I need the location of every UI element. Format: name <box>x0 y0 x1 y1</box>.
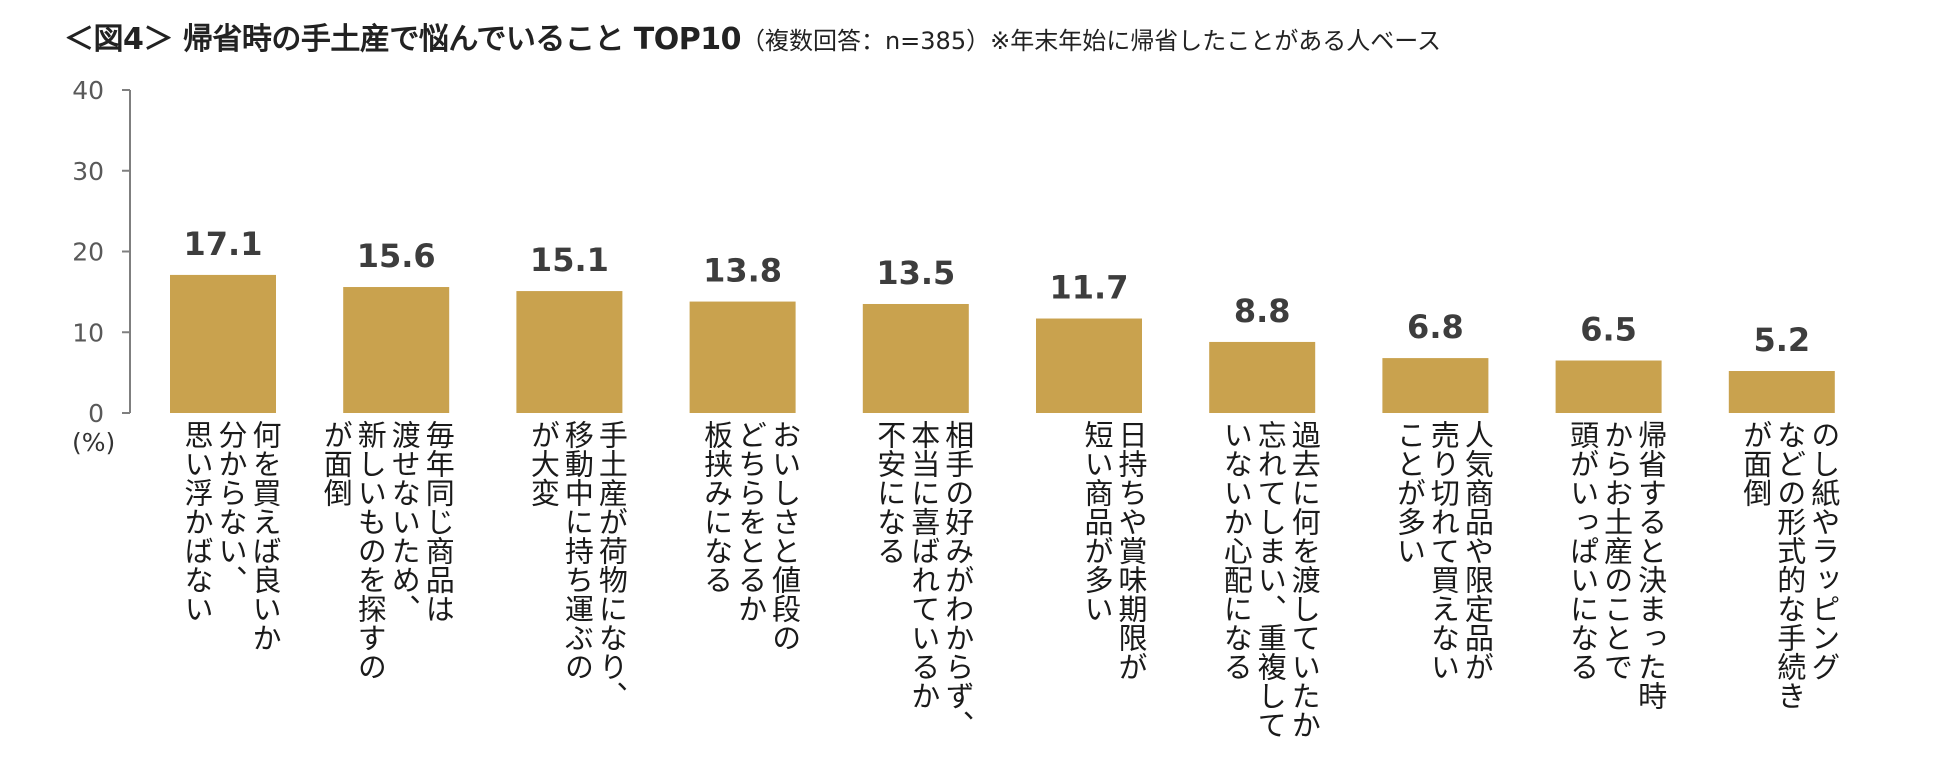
bar <box>170 274 276 413</box>
category-label: 毎年同じ商品は 渡せないため、 新しいものを探すの が面倒 <box>319 420 456 681</box>
bar-value-label: 6.8 <box>1407 308 1464 346</box>
chart-title-main: ＜図4＞ 帰省時の手土産で悩んでいること TOP10 <box>64 22 741 57</box>
bar <box>1728 371 1835 413</box>
category-label: のし紙やラッピング などの形式的な手続き が面倒 <box>1738 420 1841 710</box>
y-tick-label: 40 <box>72 76 104 105</box>
chart-title: ＜図4＞ 帰省時の手土産で悩んでいること TOP10（複数回答：n=385）※年… <box>64 14 1441 58</box>
category-label: 相手の好みがわからず、 本当に喜ばれているか 不安になる <box>872 420 975 739</box>
bar <box>1555 360 1662 413</box>
bar <box>1036 318 1142 413</box>
chart-note: ※年末年始に帰省したことがある人ベース <box>990 27 1442 55</box>
bar-value-label: 17.1 <box>184 225 263 263</box>
category-label: 過去に何を渡していたか 忘れてしまい、重複して いないか心配になる <box>1219 420 1322 739</box>
bar <box>689 301 796 413</box>
y-tick-label: 0 <box>88 399 104 428</box>
y-tick-label: 10 <box>72 318 104 347</box>
bar <box>343 287 450 413</box>
y-axis-unit: (%) <box>72 428 116 457</box>
bar-value-label: 6.5 <box>1580 311 1637 349</box>
bar-value-label: 15.6 <box>357 237 436 275</box>
bar-value-label: 13.8 <box>703 252 782 290</box>
category-label: おいしさと値段の どちらをとるか 板挟みになる <box>699 420 802 652</box>
bar <box>1209 341 1316 413</box>
category-label: 帰省すると決まった時 からお土産のことで 頭がいっぱいになる <box>1565 420 1668 710</box>
chart-subtitle: （複数回答：n=385） <box>740 27 991 55</box>
category-label: 人気商品や限定品が 売り切れて買えない ことが多い <box>1392 420 1495 681</box>
bar <box>862 303 969 413</box>
category-label: 何を買えば良いか 分からない、 思い浮かばない <box>180 420 282 652</box>
y-tick-label: 30 <box>72 157 104 186</box>
y-tick-label: 20 <box>72 238 104 267</box>
bar-value-label: 5.2 <box>1753 321 1810 359</box>
category-label: 日持ちや賞味期限が 短い商品が多い <box>1080 420 1148 681</box>
bar <box>1382 358 1489 413</box>
category-label: 手土産が荷物になり、 移動中に持ち運ぶの が大変 <box>526 420 629 710</box>
bar-value-label: 15.1 <box>530 241 609 279</box>
bar-value-label: 11.7 <box>1050 269 1129 307</box>
bar-value-label: 8.8 <box>1234 292 1291 330</box>
bar-value-label: 13.5 <box>876 254 955 292</box>
bar <box>516 291 623 413</box>
